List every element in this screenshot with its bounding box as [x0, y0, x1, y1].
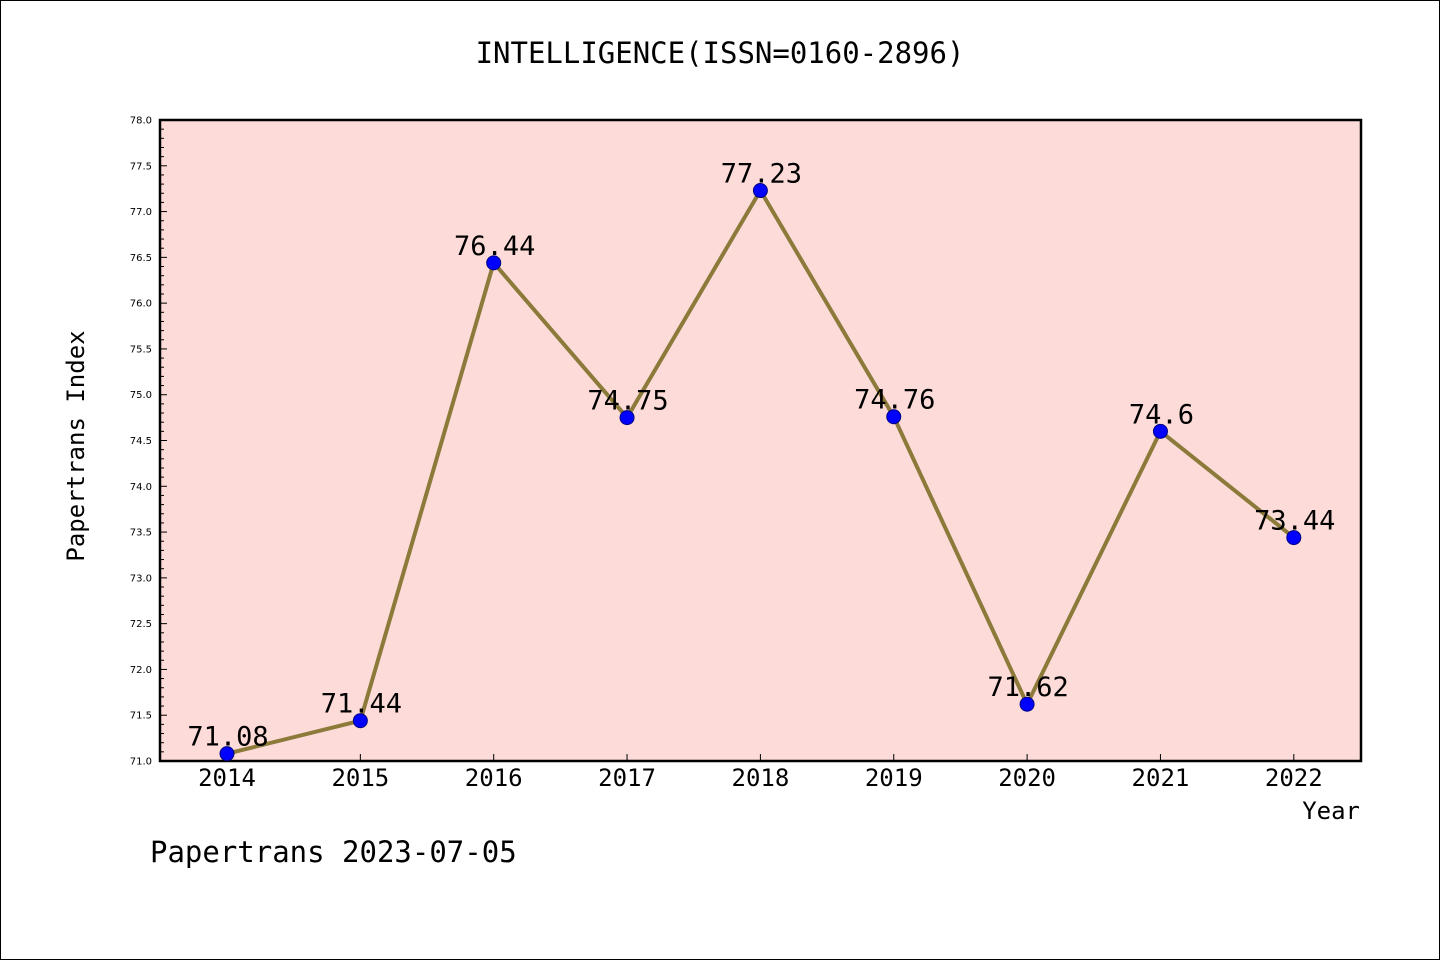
x-tick-label: 2019 — [865, 764, 923, 792]
data-point — [619, 410, 635, 426]
y-tick-label: 74.5 — [130, 436, 152, 447]
y-tick-label: 72.5 — [130, 619, 152, 630]
data-point — [752, 183, 768, 199]
footer-caption: Papertrans 2023-07-05 — [150, 835, 517, 869]
plot-border — [158, 118, 1363, 763]
y-tick-label: 74.0 — [130, 482, 152, 493]
data-point — [1286, 530, 1302, 546]
x-tick-label: 2018 — [732, 764, 790, 792]
data-label: 73.44 — [1254, 506, 1335, 537]
y-tick-label: 73.0 — [130, 573, 152, 584]
x-tick-label: 2022 — [1265, 764, 1323, 792]
x-tick-label: 2015 — [331, 764, 389, 792]
data-label: 71.08 — [187, 722, 268, 753]
y-tick-label: 76.0 — [130, 299, 152, 310]
data-point — [219, 746, 235, 762]
data-point — [1152, 423, 1168, 439]
y-tick-label: 72.0 — [130, 665, 152, 676]
y-tick-label: 78.0 — [130, 116, 152, 127]
data-label: 74.6 — [1129, 399, 1194, 430]
chart-title: INTELLIGENCE(ISSN=0160-2896) — [475, 36, 965, 70]
y-tick-label: 77.0 — [130, 207, 152, 218]
data-label: 71.44 — [321, 689, 402, 720]
x-tick-label: 2020 — [998, 764, 1056, 792]
data-label: 77.23 — [721, 159, 802, 190]
y-tick-label: 71.5 — [130, 711, 152, 722]
y-tick-label: 75.5 — [130, 344, 152, 355]
y-tick-label: 71.0 — [130, 757, 152, 768]
y-tick-label: 75.0 — [130, 390, 152, 401]
data-point — [352, 713, 368, 729]
y-tick-label: 76.5 — [130, 253, 152, 264]
data-label: 71.62 — [987, 672, 1068, 703]
data-label: 74.76 — [854, 385, 935, 416]
data-label: 74.75 — [587, 386, 668, 417]
x-tick-label: 2017 — [598, 764, 656, 792]
data-point — [1019, 696, 1035, 712]
data-point — [886, 409, 902, 425]
data-label: 76.44 — [454, 231, 535, 262]
x-tick-label: 2016 — [465, 764, 523, 792]
y-tick-label: 77.5 — [130, 161, 152, 172]
x-axis-label: Year — [1302, 797, 1360, 825]
x-tick-label: 2021 — [1132, 764, 1190, 792]
x-tick-label: 2014 — [198, 764, 256, 792]
plot-background — [160, 120, 1361, 761]
data-point — [486, 255, 502, 271]
y-tick-label: 73.5 — [130, 528, 152, 539]
